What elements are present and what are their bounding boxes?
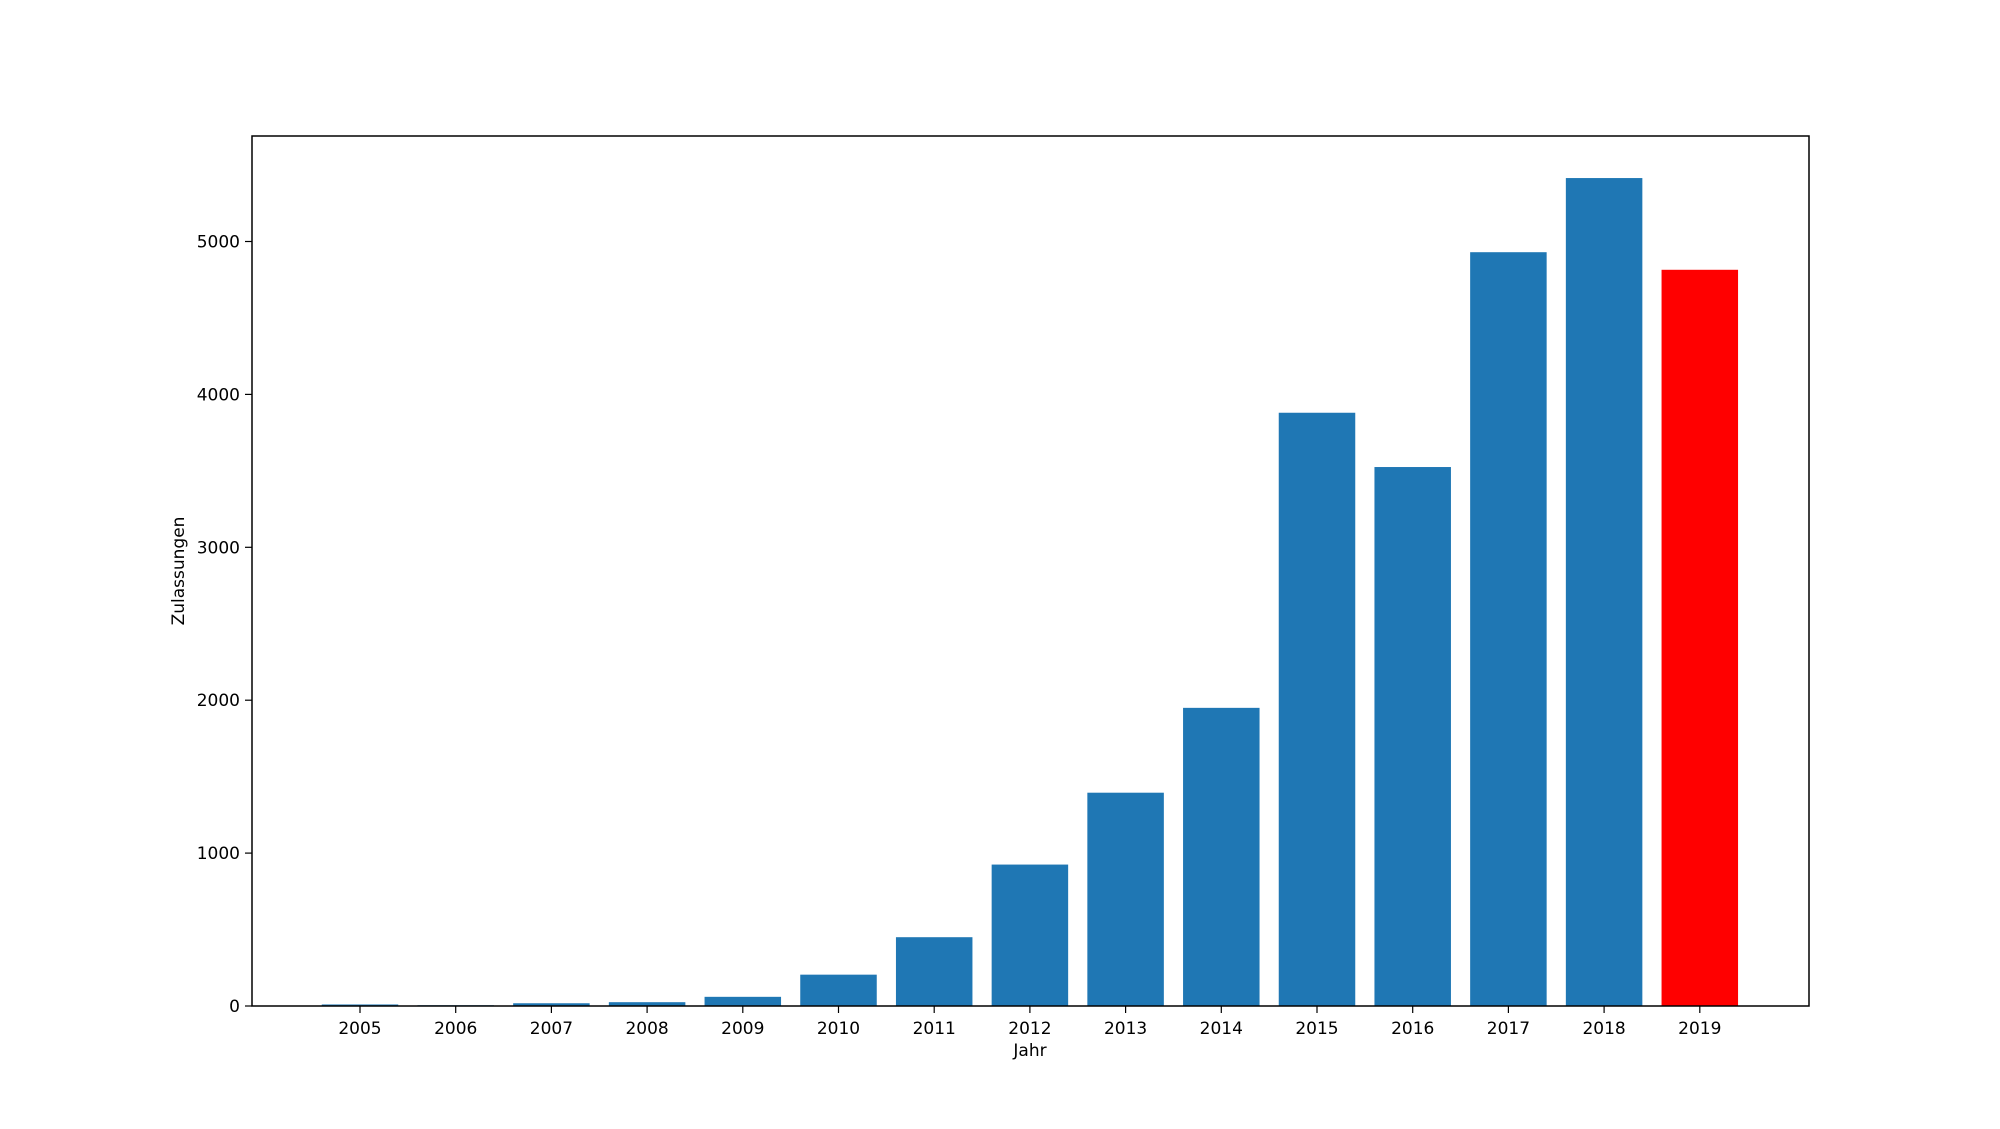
bar-2015 [1278, 412, 1356, 1006]
y-axis: 0 1000 2000 3000 4000 5000 [197, 233, 252, 1017]
bar-2010 [800, 974, 877, 1006]
x-tick-label-2005: 2005 [338, 1019, 381, 1039]
bar-2016 [1374, 467, 1451, 1006]
x-axis: 2005 2006 2007 2008 2009 2010 2011 2012 2013 2014… [338, 1006, 1721, 1039]
bar-2014 [1183, 707, 1260, 1006]
bar-2019 [1661, 269, 1739, 1006]
x-tick-label-2012: 2012 [1008, 1019, 1051, 1039]
x-tick-label-2019: 2019 [1678, 1019, 1721, 1039]
bar-2012 [991, 864, 1069, 1006]
y-tick-label-3000: 3000 [197, 538, 240, 558]
y-tick-label-1000: 1000 [197, 844, 240, 864]
y-tick-label-4000: 4000 [197, 385, 240, 405]
x-tick-label-2014: 2014 [1200, 1019, 1243, 1039]
x-tick-label-2007: 2007 [530, 1019, 573, 1039]
y-tick-label-5000: 5000 [197, 233, 240, 253]
x-tick-label-2011: 2011 [913, 1019, 956, 1039]
y-tick-label-0: 0 [229, 997, 240, 1017]
bar-2011 [895, 937, 973, 1006]
x-tick-label-2009: 2009 [721, 1019, 764, 1039]
x-tick-label-2013: 2013 [1104, 1019, 1147, 1039]
x-tick-label-2008: 2008 [625, 1019, 668, 1039]
bar-2005 [321, 1004, 399, 1006]
bar-2009 [704, 996, 782, 1006]
x-axis-label: Jahr [1012, 1041, 1046, 1061]
x-tick-label-2010: 2010 [817, 1019, 860, 1039]
bars-layer [321, 178, 1739, 1007]
x-tick-label-2015: 2015 [1295, 1019, 1338, 1039]
bar-2013 [1087, 792, 1164, 1006]
x-tick-label-2017: 2017 [1487, 1019, 1530, 1039]
y-axis-label: Zulassungen [169, 517, 189, 626]
bar-2008 [608, 1002, 686, 1006]
bar-2017 [1470, 252, 1547, 1006]
y-tick-label-2000: 2000 [197, 691, 240, 711]
x-tick-label-2018: 2018 [1582, 1019, 1625, 1039]
x-tick-label-2006: 2006 [434, 1019, 477, 1039]
x-tick-label-2016: 2016 [1391, 1019, 1434, 1039]
bar-2007 [513, 1003, 590, 1006]
bar-2018 [1565, 178, 1643, 1007]
